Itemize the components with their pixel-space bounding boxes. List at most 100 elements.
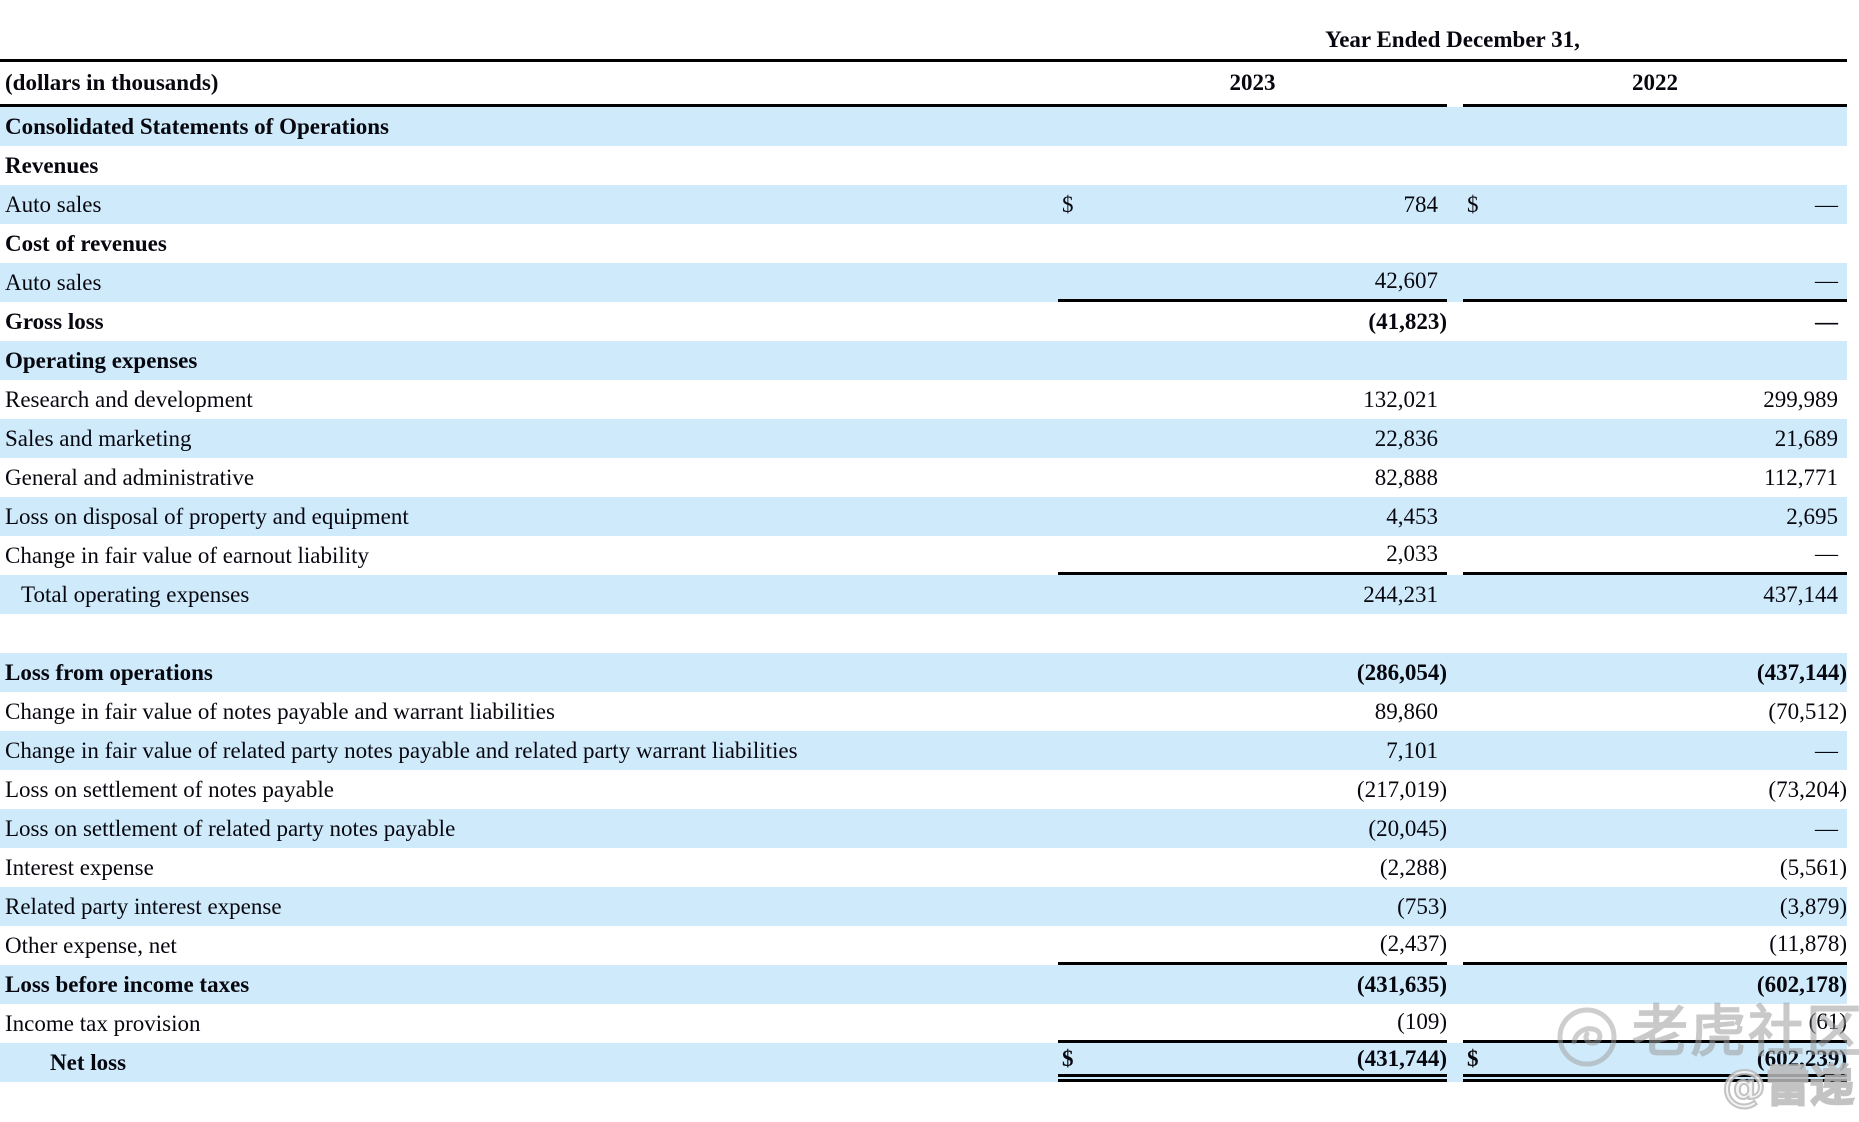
row-label: Change in fair value of related party no… (5, 737, 798, 763)
table-row: Change in fair value of earnout liabilit… (0, 536, 1847, 575)
row-label: Total operating expenses (21, 581, 250, 607)
cell-value: (41,823) (1368, 308, 1447, 334)
cell-value: 22,836 (1374, 425, 1438, 451)
cell-2023: 2,033 (1058, 536, 1447, 575)
table-row: Auto sales $784 $ — (0, 185, 1847, 224)
row-label: Auto sales (5, 269, 102, 295)
cell-2023 (1058, 341, 1447, 380)
column-gap (1447, 146, 1463, 185)
cell-2022: (70,512) (1463, 692, 1847, 731)
cell-2022: (11,878) (1463, 926, 1847, 965)
cell-value: 4,453 (1386, 503, 1438, 529)
row-label: Other expense, net (5, 932, 177, 958)
operations-table: Year Ended December 31, (dollars in thou… (0, 20, 1847, 1082)
table-row: General and administrative 82,888 112,771 (0, 458, 1847, 497)
cell-2023: $ (431,744) (1058, 1043, 1447, 1082)
cell-2023: (217,019) (1058, 770, 1447, 809)
column-gap (1447, 809, 1463, 848)
row-label: Income tax provision (5, 1010, 201, 1036)
cell-value: (61) (1808, 1009, 1847, 1034)
row-label: Loss from operations (5, 659, 213, 685)
cell-2022: (73,204) (1463, 770, 1847, 809)
cell-2022 (1463, 341, 1847, 380)
cell-2022: 2,695 (1463, 497, 1847, 536)
table-body: Consolidated Statements of Operations Rev… (0, 107, 1847, 1082)
cell-value: 437,144 (1763, 581, 1838, 607)
cell-2022 (1463, 614, 1847, 653)
cell-value: 784 (1403, 191, 1439, 217)
cell-2023 (1058, 614, 1447, 653)
tiger-circle-icon (1557, 1007, 1617, 1067)
table-row: Loss on disposal of property and equipme… (0, 497, 1847, 536)
column-gap (1447, 692, 1463, 731)
cell-2022: (3,879) (1463, 887, 1847, 926)
cell-value: (5,561) (1779, 854, 1847, 880)
cell-2023: 132,021 (1058, 380, 1447, 419)
dollar-sign: $ (1467, 1045, 1479, 1071)
column-gap (1447, 62, 1463, 107)
dollar-sign: $ (1062, 1045, 1074, 1071)
dollar-sign: $ (1467, 191, 1479, 217)
cell-2023: (41,823) (1058, 302, 1447, 341)
period-header-row: Year Ended December 31, (0, 20, 1847, 62)
cell-value: (753) (1397, 893, 1447, 919)
cell-value: (11,878) (1769, 931, 1847, 956)
cell-2022: $ — (1463, 185, 1847, 224)
table-row: Gross loss (41,823) — (0, 302, 1847, 341)
cell-value: (602,178) (1756, 971, 1847, 997)
cell-2023 (1058, 146, 1447, 185)
row-label: Related party interest expense (5, 893, 282, 919)
row-label: Revenues (5, 152, 99, 178)
table-row: Related party interest expense (753) (3,87… (0, 887, 1847, 926)
watermark-author-handle: @雷递 (1721, 1060, 1855, 1113)
cell-value: — (1815, 308, 1838, 334)
column-gap (1447, 770, 1463, 809)
column-gap (1447, 263, 1463, 302)
cell-value: 7,101 (1386, 737, 1438, 763)
row-label: Loss on settlement of related party note… (5, 815, 456, 841)
cell-2023: 22,836 (1058, 419, 1447, 458)
cell-value: 132,021 (1363, 386, 1438, 412)
row-label: Cost of revenues (5, 230, 167, 256)
table-row: Total operating expenses 244,231 437,144 (0, 575, 1847, 614)
row-label: Consolidated Statements of Operations (5, 113, 389, 139)
cell-2023: (753) (1058, 887, 1447, 926)
cell-value: 42,607 (1374, 268, 1438, 293)
table-row: Other expense, net (2,437) (11,878) (0, 926, 1847, 965)
table-row: Change in fair value of notes payable an… (0, 692, 1847, 731)
cell-2023: $784 (1058, 185, 1447, 224)
cell-value: 244,231 (1363, 581, 1438, 607)
column-gap (1447, 341, 1463, 380)
column-gap (1447, 614, 1463, 653)
column-gap (1447, 536, 1463, 575)
cell-value: 89,860 (1374, 698, 1438, 724)
cell-value: — (1815, 268, 1838, 293)
cell-value: — (1815, 815, 1838, 841)
cell-value: 299,989 (1763, 386, 1838, 412)
cell-2022: 21,689 (1463, 419, 1847, 458)
column-gap (1447, 848, 1463, 887)
column-gap (1447, 731, 1463, 770)
cell-2023: 244,231 (1058, 575, 1447, 614)
cell-value: (437,144) (1756, 659, 1847, 685)
cell-2022: (61) (1463, 1004, 1847, 1043)
unit-label: (dollars in thousands) (0, 62, 1058, 107)
cell-2022: (437,144) (1463, 653, 1847, 692)
column-gap (1447, 302, 1463, 341)
cell-value: 21,689 (1774, 425, 1838, 451)
table-row: Loss on settlement of notes payable (217,… (0, 770, 1847, 809)
cell-value: 82,888 (1374, 464, 1438, 490)
cell-value: — (1815, 541, 1838, 566)
table-row: Revenues (0, 146, 1847, 185)
table-row: Interest expense (2,288) (5,561) (0, 848, 1847, 887)
table-row: Operating expenses (0, 341, 1847, 380)
cell-2022: — (1463, 731, 1847, 770)
column-header-row: (dollars in thousands) 2023 2022 (0, 62, 1847, 107)
table-row: Change in fair value of related party no… (0, 731, 1847, 770)
cell-value: (2,288) (1379, 854, 1447, 880)
row-label: General and administrative (5, 464, 255, 490)
cell-2022: — (1463, 809, 1847, 848)
row-label: Change in fair value of earnout liabilit… (5, 542, 370, 568)
period-title: Year Ended December 31, (1325, 26, 1580, 52)
column-gap (1447, 926, 1463, 965)
